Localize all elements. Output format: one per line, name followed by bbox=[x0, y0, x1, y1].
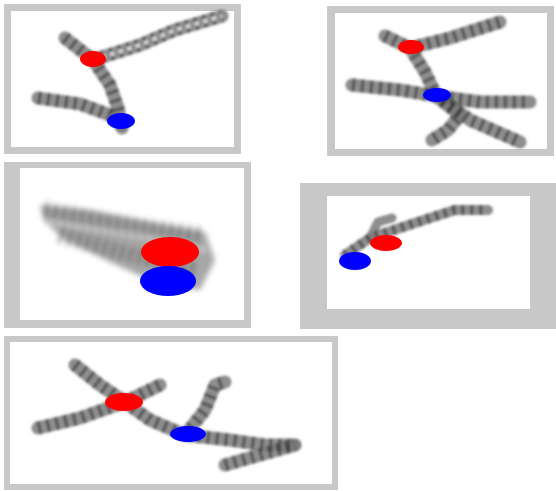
blue-marker bbox=[107, 113, 135, 129]
red-marker bbox=[80, 51, 106, 67]
panel-canvas bbox=[10, 342, 332, 484]
red-marker bbox=[105, 393, 143, 411]
blue-marker bbox=[339, 252, 371, 270]
red-marker bbox=[141, 237, 199, 267]
panel-2 bbox=[327, 6, 554, 156]
figure bbox=[0, 0, 556, 491]
blue-marker bbox=[423, 88, 451, 102]
red-marker bbox=[370, 235, 402, 251]
red-marker bbox=[398, 40, 424, 54]
blue-marker bbox=[170, 426, 206, 442]
blue-marker bbox=[140, 266, 196, 296]
panel-4 bbox=[300, 183, 556, 329]
panel-3 bbox=[4, 162, 251, 328]
page: {} bbox=[0, 0, 556, 491]
panel-5 bbox=[4, 336, 338, 490]
panel-1 bbox=[4, 4, 241, 154]
